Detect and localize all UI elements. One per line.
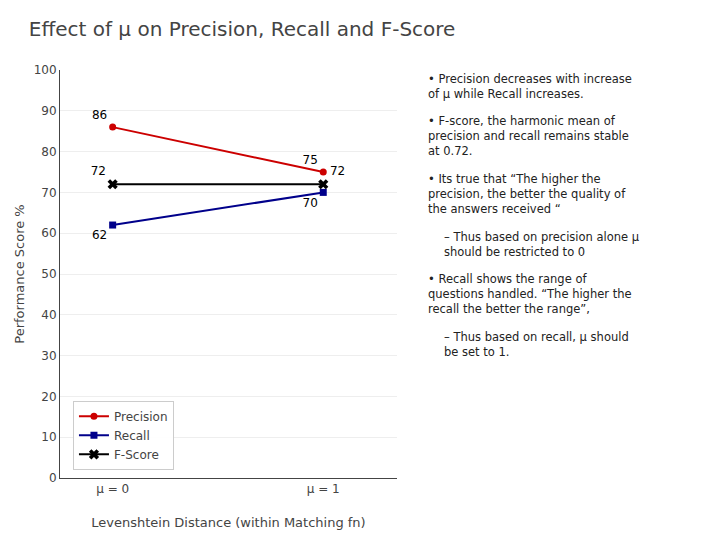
- svg-text:62: 62: [92, 228, 107, 242]
- svg-text:– Thus based on recall, μ shou: – Thus based on recall, μ shouldbe set t…: [444, 330, 629, 359]
- svg-text:50: 50: [41, 267, 56, 281]
- svg-text:Effect of μ on Precision, Reca: Effect of μ on Precision, Recall and F-S…: [29, 17, 456, 41]
- svg-text:Performance Score %: Performance Score %: [12, 204, 27, 343]
- svg-text:80: 80: [41, 145, 56, 159]
- svg-text:Precision: Precision: [114, 410, 168, 424]
- svg-text:75: 75: [303, 153, 318, 167]
- svg-text:0: 0: [49, 471, 57, 485]
- svg-text:40: 40: [41, 308, 56, 322]
- svg-text:F-Score: F-Score: [114, 448, 159, 462]
- svg-text:• F-score, the harmonic mean o: • F-score, the harmonic mean ofprecision…: [428, 114, 629, 158]
- svg-text:μ = 0: μ = 0: [96, 482, 129, 496]
- svg-text:100: 100: [34, 63, 57, 77]
- svg-text:– Thus based on precision alon: – Thus based on precision alone μshould …: [444, 230, 640, 259]
- svg-text:90: 90: [41, 104, 56, 118]
- svg-text:• Recall shows the range ofque: • Recall shows the range ofquestions han…: [428, 272, 632, 316]
- svg-text:72: 72: [330, 164, 345, 178]
- svg-text:86: 86: [92, 108, 107, 122]
- svg-text:μ = 1: μ = 1: [307, 482, 340, 496]
- svg-text:Levenshtein Distance (within M: Levenshtein Distance (within Matching fn…: [91, 515, 365, 530]
- svg-text:70: 70: [303, 196, 318, 210]
- svg-text:60: 60: [41, 226, 56, 240]
- svg-text:70: 70: [41, 186, 56, 200]
- svg-text:72: 72: [91, 164, 106, 178]
- svg-text:Recall: Recall: [114, 429, 150, 443]
- svg-text:30: 30: [41, 349, 56, 363]
- svg-text:10: 10: [41, 430, 56, 444]
- svg-text:20: 20: [41, 390, 56, 404]
- svg-text:• Its true that “The higher th: • Its true that “The higher theprecision…: [428, 172, 626, 216]
- svg-text:• Precision decreases with inc: • Precision decreases with increaseof μ …: [428, 72, 632, 101]
